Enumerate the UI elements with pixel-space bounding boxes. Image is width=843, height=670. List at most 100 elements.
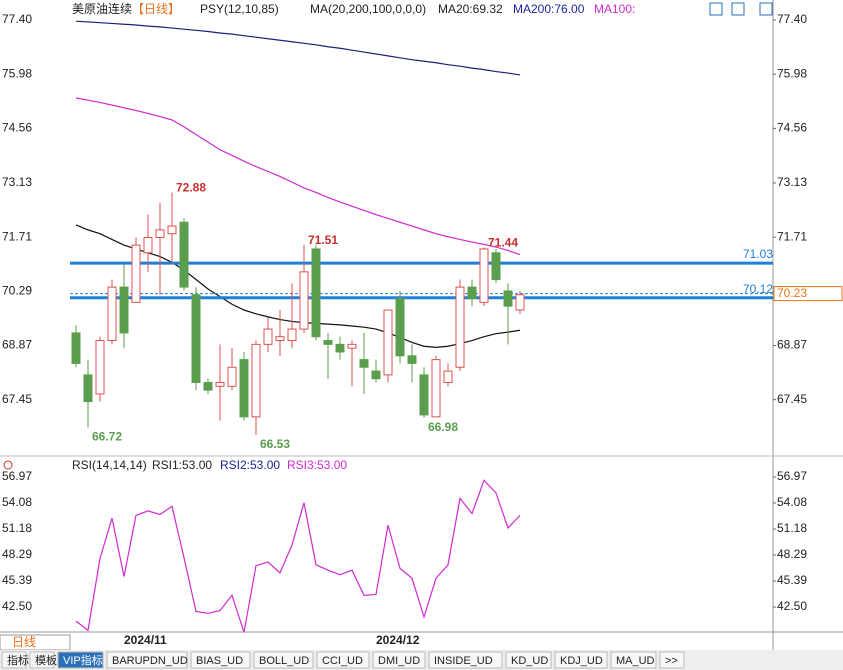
indicator: MA(20,200,100,0,0,0) — [310, 2, 426, 16]
tab-label[interactable]: VIP指标 — [63, 653, 103, 667]
candle-body — [191, 294, 201, 384]
tab[interactable] — [106, 651, 188, 669]
y-tick-label: 73.13 — [2, 175, 32, 189]
tab-label[interactable]: >> — [665, 655, 678, 667]
candle-body — [395, 298, 405, 357]
candle-body — [359, 359, 369, 368]
x-tick-label: 2024/12 — [376, 633, 420, 647]
candle-body — [479, 248, 489, 303]
candle-body — [275, 336, 285, 342]
y-tick-label: 77.40 — [2, 12, 32, 26]
y-tick-label: 68.87 — [2, 338, 32, 352]
indicator-line — [75, 224, 521, 349]
candle-body — [503, 290, 513, 307]
candle-body — [467, 286, 477, 300]
level-label: 71.03 — [743, 247, 773, 261]
candle-body — [95, 340, 105, 395]
high-label: 72.88 — [176, 181, 206, 195]
y-tick-label: 74.56 — [777, 121, 807, 135]
candle-body — [455, 286, 465, 368]
candle-body — [347, 343, 357, 349]
candle-body — [335, 343, 345, 353]
indicator: MA20:69.32 — [438, 2, 503, 16]
indicator: MA100: — [594, 2, 635, 16]
candle-body — [143, 237, 153, 254]
tab[interactable] — [428, 651, 503, 669]
candle-body — [251, 343, 261, 418]
candle-body — [119, 286, 129, 334]
indicator: RSI1:53.00 — [152, 458, 212, 472]
candle-body — [443, 370, 453, 384]
candle-body — [371, 370, 381, 380]
tab[interactable] — [372, 651, 426, 669]
candle-body — [83, 374, 93, 403]
candle-body — [167, 225, 177, 235]
tab-label[interactable]: BARUPDN_UD — [112, 655, 188, 667]
tab-label[interactable]: 模板 — [35, 653, 57, 667]
tab-label[interactable]: CCI_UD — [322, 655, 363, 667]
tab-label[interactable]: INSIDE_UD — [434, 655, 493, 667]
rsi-title: RSI(14,14,14) — [72, 458, 147, 472]
y-tick-label: 51.18 — [2, 521, 32, 535]
candle-body — [215, 382, 225, 387]
toolbar-icons[interactable] — [709, 2, 773, 16]
tab[interactable] — [554, 651, 608, 669]
candle-body — [179, 221, 189, 288]
tab[interactable] — [57, 651, 104, 669]
indicator-line — [75, 479, 521, 633]
icon[interactable] — [709, 2, 723, 16]
tab[interactable] — [253, 651, 314, 669]
indicator: PSY(12,10,85) — [200, 2, 279, 16]
tab-label[interactable]: BOLL_UD — [259, 655, 309, 667]
y-tick-label: 71.71 — [777, 229, 807, 243]
low-label: 66.53 — [260, 437, 290, 451]
candle-body — [107, 286, 117, 342]
tab[interactable] — [610, 651, 657, 669]
y-tick-label: 67.45 — [777, 392, 807, 406]
indicator: RSI3:53.00 — [287, 458, 347, 472]
tab[interactable] — [1, 651, 27, 669]
y-tick-label: 54.08 — [2, 495, 32, 509]
candle-body — [515, 294, 525, 311]
tab[interactable] — [190, 651, 251, 669]
period-tab-label[interactable]: 日线 — [12, 635, 36, 649]
tab-label[interactable]: 指标 — [7, 653, 29, 667]
y-tick-label: 67.45 — [2, 392, 32, 406]
y-tick-label: 54.08 — [777, 495, 807, 509]
low-label: 66.72 — [92, 430, 122, 444]
y-tick-label: 71.71 — [2, 229, 32, 243]
candle-body — [203, 382, 213, 391]
tab[interactable] — [316, 651, 370, 669]
y-tick-label: 70.29 — [2, 283, 32, 297]
indicator: MA200:76.00 — [513, 2, 585, 16]
tab-label[interactable]: DMI_UD — [378, 655, 420, 667]
high-label: 71.51 — [308, 233, 338, 247]
y-tick-label: 75.98 — [777, 66, 807, 80]
candle-body — [383, 309, 393, 376]
tab-label[interactable]: MA_UD — [616, 655, 655, 667]
y-tick-label: 68.87 — [777, 338, 807, 352]
period: 【日线】 — [132, 2, 180, 16]
last-price-box — [773, 286, 843, 302]
tab-label[interactable]: BIAS_UD — [196, 655, 243, 667]
low-label: 66.98 — [428, 420, 458, 434]
candle-body — [323, 340, 333, 345]
icon[interactable] — [731, 2, 745, 16]
instrument-title: 美原油连续 — [72, 1, 132, 16]
tab[interactable] — [29, 651, 55, 669]
indicator-line — [75, 97, 521, 256]
candle-body — [299, 271, 309, 330]
candle-body — [263, 328, 273, 345]
tab[interactable] — [505, 651, 552, 669]
tab-label[interactable]: KDJ_UD — [560, 655, 603, 667]
tab-label[interactable]: KD_UD — [511, 655, 548, 667]
y-tick-label: 48.29 — [2, 547, 32, 561]
y-tick-label: 48.29 — [777, 547, 807, 561]
rsi-icon — [3, 460, 13, 470]
icon[interactable] — [759, 2, 773, 16]
y-tick-label: 45.39 — [2, 573, 32, 587]
candle-body — [287, 328, 297, 342]
y-tick-label: 45.39 — [777, 573, 807, 587]
tab[interactable] — [659, 651, 685, 669]
